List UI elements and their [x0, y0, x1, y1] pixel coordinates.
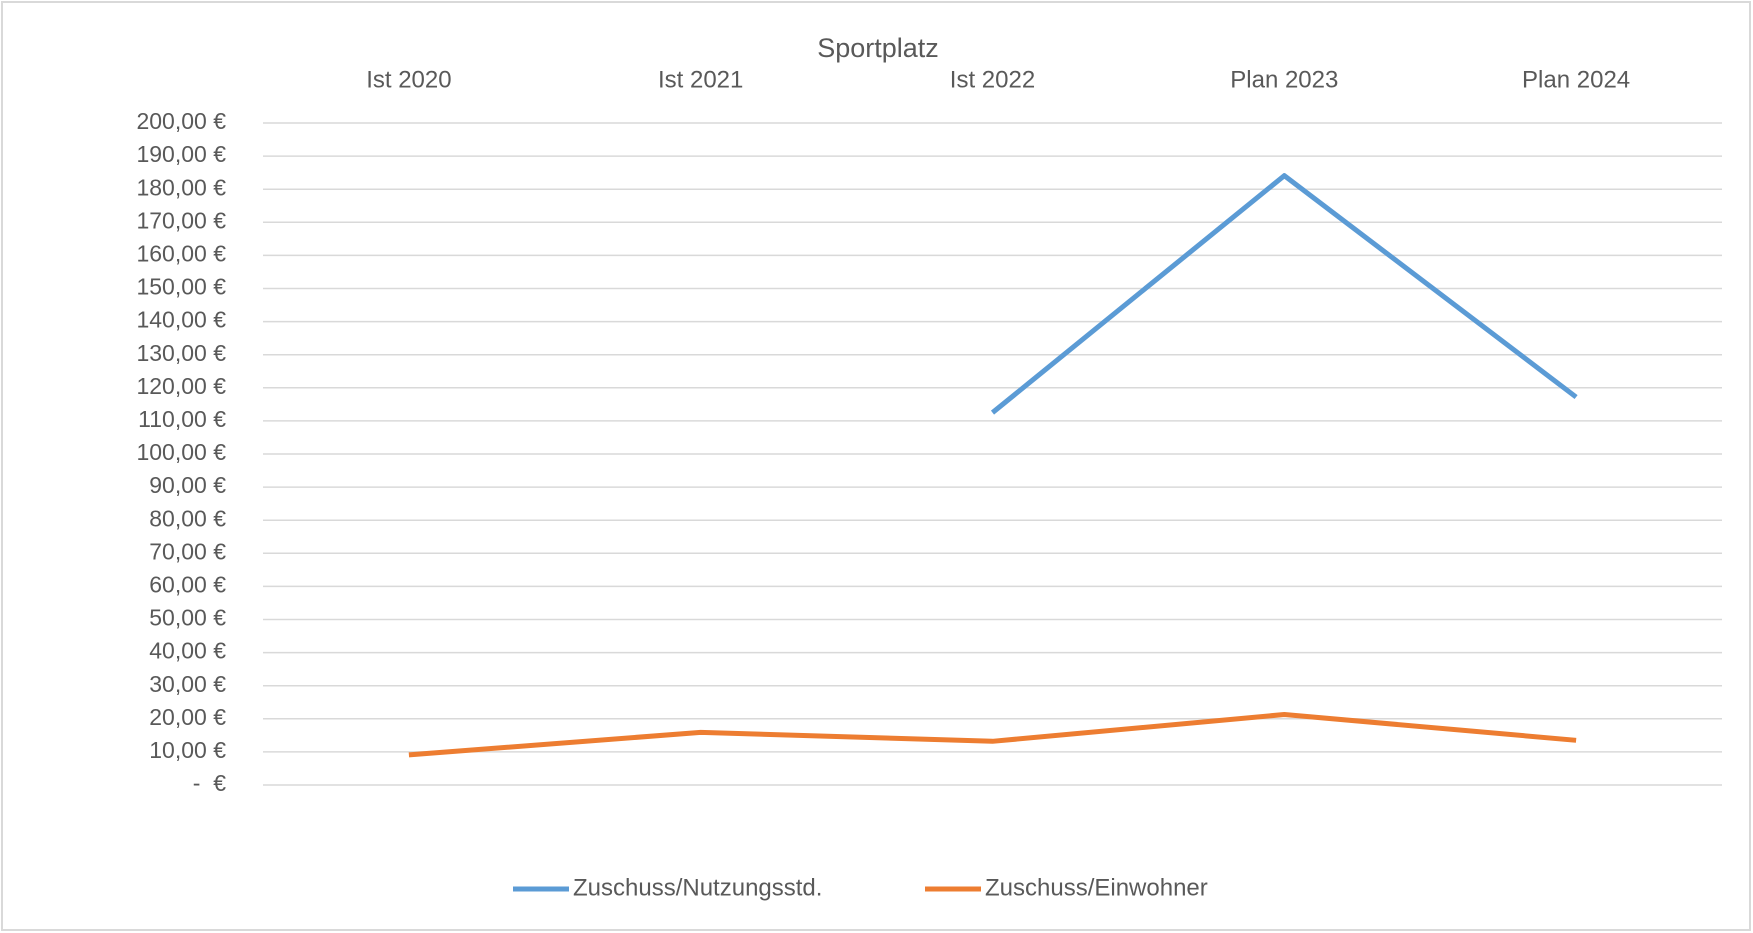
y-tick-label: 190,00 € [136, 141, 226, 167]
y-tick-label: 50,00 € [149, 605, 226, 631]
y-tick-label: 130,00 € [136, 340, 226, 366]
y-tick-label: 90,00 € [149, 472, 226, 498]
y-tick-label: 140,00 € [136, 307, 226, 333]
y-tick-label: 10,00 € [149, 737, 226, 763]
y-tick-label: 80,00 € [149, 505, 226, 531]
x-tick-label: Ist 2020 [366, 66, 451, 93]
y-tick-label: 110,00 € [138, 406, 226, 432]
y-tick-label: 180,00 € [136, 174, 226, 200]
y-tick-label: 100,00 € [136, 439, 226, 465]
y-tick-label: 60,00 € [149, 571, 226, 597]
legend-label: Zuschuss/Nutzungsstd. [573, 874, 822, 901]
y-tick-label: 200,00 € [136, 108, 226, 134]
x-tick-label: Ist 2022 [950, 66, 1035, 93]
y-tick-label: 20,00 € [149, 704, 226, 730]
x-tick-label: Ist 2021 [658, 66, 743, 93]
legend-label: Zuschuss/Einwohner [985, 874, 1208, 901]
y-tick-label: 160,00 € [136, 240, 226, 266]
x-tick-label: Plan 2023 [1230, 66, 1338, 93]
chart-title: Sportplatz [817, 33, 939, 63]
y-tick-label: - € [193, 770, 226, 796]
y-tick-label: 120,00 € [136, 373, 226, 399]
y-tick-label: 170,00 € [136, 207, 226, 233]
y-tick-label: 40,00 € [149, 638, 226, 664]
y-tick-label: 30,00 € [149, 671, 226, 697]
y-tick-label: 70,00 € [149, 538, 226, 564]
y-tick-label: 150,00 € [136, 274, 226, 300]
series-line [408, 711, 1577, 758]
series-line [990, 173, 1578, 415]
x-tick-label: Plan 2024 [1522, 66, 1630, 93]
